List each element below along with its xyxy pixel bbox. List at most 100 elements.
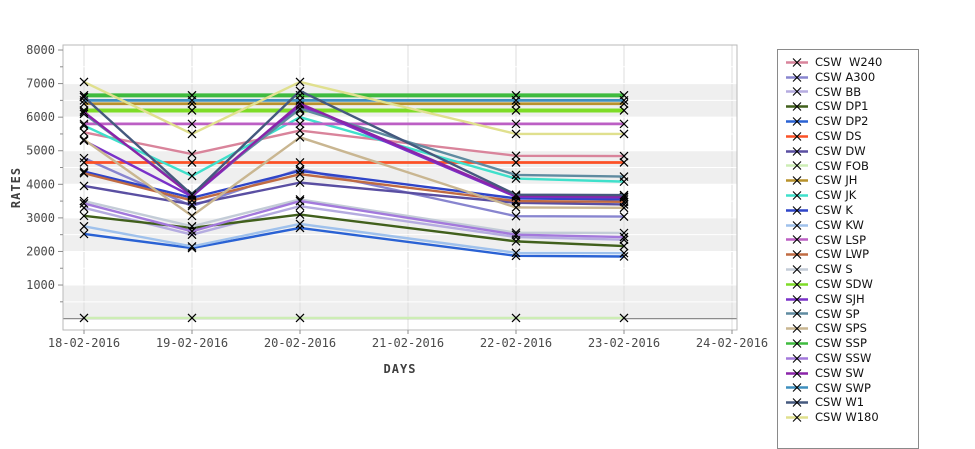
legend-item-csw-w180: CSW W180 <box>778 410 918 425</box>
data-point-x-marker <box>79 313 89 323</box>
legend-label: CSW JK <box>815 188 857 203</box>
legend-label: CSW BB <box>815 84 862 99</box>
data-point-x-marker <box>295 132 305 142</box>
data-point-x-marker <box>79 158 89 167</box>
legend-item-csw-sp: CSW SP <box>778 307 918 322</box>
data-point-x-marker <box>187 241 197 251</box>
data-point-x-marker <box>187 211 197 221</box>
legend-item-csw-dp2: CSW DP2 <box>778 114 918 129</box>
data-point-x-marker <box>79 106 89 115</box>
data-point-x-marker <box>79 107 89 117</box>
data-point-x-marker <box>79 168 89 178</box>
legend-swatch-line <box>786 176 808 186</box>
x-tick-label: 22-02-2016 <box>480 336 552 350</box>
data-point-x-marker <box>619 158 629 167</box>
data-point-x-marker <box>619 235 629 245</box>
data-point-x-marker <box>619 192 629 202</box>
data-point-x-marker <box>79 135 89 145</box>
legend-item-csw-fob: CSW FOB <box>778 159 918 174</box>
data-point-x-marker <box>295 313 305 323</box>
legend-swatch-line <box>786 279 808 289</box>
data-point-x-marker <box>295 196 305 206</box>
legend-label: CSW DP2 <box>815 114 869 129</box>
data-point-x-marker <box>295 169 305 179</box>
x-tick-label: 18-02-2016 <box>48 336 120 350</box>
data-point-x-marker <box>79 196 89 206</box>
legend-label: CSW KW <box>815 217 864 232</box>
legend-label: CSW LSP <box>815 232 866 247</box>
data-point-x-marker <box>619 248 629 258</box>
x-tick-label: 23-02-2016 <box>588 336 660 350</box>
legend-swatch-line <box>786 102 808 112</box>
data-point-x-marker <box>619 106 629 115</box>
data-point-x-marker <box>79 199 89 208</box>
data-point-x-marker <box>79 77 89 87</box>
data-point-x-marker <box>511 95 521 105</box>
data-point-x-marker <box>295 166 305 176</box>
legend-item-csw-jh: CSW JH <box>778 173 918 188</box>
legend-label: CSW SSW <box>815 350 872 365</box>
legend-label: CSW JH <box>815 173 858 188</box>
data-point-x-marker <box>619 95 629 105</box>
legend-item-csw-w240: CSW W240 <box>778 55 918 70</box>
data-point-x-marker <box>619 119 629 129</box>
y-tick-label: 6000 <box>26 110 55 124</box>
legend-label: CSW DS <box>815 128 862 143</box>
legend-swatch-line <box>786 205 808 215</box>
legend-swatch-line <box>786 58 808 67</box>
data-point-x-marker <box>295 126 305 136</box>
legend-swatch-line <box>786 220 808 230</box>
data-point-x-marker <box>511 236 521 246</box>
legend-label: CSW DP1 <box>815 99 869 114</box>
legend-label: CSW W1 <box>815 395 865 410</box>
data-point-x-marker <box>79 153 89 163</box>
legend-item-csw-kw: CSW KW <box>778 218 918 233</box>
legend-swatch-line <box>786 324 808 334</box>
data-point-x-marker <box>619 172 629 182</box>
legend-label: CSW SP <box>815 306 860 321</box>
legend-swatch-line <box>786 250 808 260</box>
legend-label: CSW W240 <box>815 55 883 69</box>
legend-swatch-line <box>786 383 808 393</box>
data-point-x-marker <box>619 203 629 213</box>
data-point-x-marker <box>511 129 521 139</box>
legend-swatch-line <box>786 309 808 319</box>
legend-swatch-line <box>786 398 808 408</box>
legend-item-csw-bb: CSW BB <box>778 85 918 100</box>
data-point-x-marker <box>187 106 197 115</box>
data-point-x-marker <box>511 190 521 200</box>
x-tick-label: 19-02-2016 <box>156 336 228 350</box>
legend-item-csw-lwp: CSW LWP <box>778 247 918 262</box>
legend-item-csw-s: CSW S <box>778 262 918 277</box>
data-point-x-marker <box>619 252 629 261</box>
data-point-x-marker <box>511 313 521 323</box>
legend-label: CSW W180 <box>815 410 879 425</box>
legend-label: CSW SWP <box>815 380 871 395</box>
legend-item-csw-ssw: CSW SSW <box>778 351 918 366</box>
plot-area: 1000 2000 3000 4000 5000 6000 7000 8000 18-02-20… <box>9 43 768 376</box>
legend-item-csw-lsp: CSW LSP <box>778 233 918 248</box>
data-point-x-marker <box>79 119 89 129</box>
legend-swatch-line <box>786 368 808 378</box>
legend-item-csw-sjh: CSW SJH <box>778 292 918 307</box>
legend-item-csw-jk: CSW JK <box>778 188 918 203</box>
legend-swatch-line <box>786 191 808 200</box>
x-axis-title: DAYS <box>384 362 417 376</box>
data-point-x-marker <box>79 211 89 221</box>
legend-label: CSW K <box>815 202 853 217</box>
data-point-x-marker <box>619 313 629 323</box>
y-tick-label: 8000 <box>26 43 55 57</box>
data-point-x-marker <box>511 248 521 258</box>
data-point-x-marker <box>187 129 197 139</box>
data-point-x-marker <box>79 181 89 191</box>
legend: CSW W240 CSW A300 CSW BB CSW DP1 CSW DP2 CSW … <box>777 49 919 449</box>
data-point-x-marker <box>79 221 89 231</box>
legend-swatch-line <box>786 131 808 141</box>
legend-label: CSW S <box>815 262 853 277</box>
legend-swatch-line <box>786 87 808 97</box>
legend-label: CSW SSP <box>815 336 867 351</box>
data-point-x-marker <box>511 106 521 115</box>
legend-item-csw-ds: CSW DS <box>778 129 918 144</box>
x-tick-label: 21-02-2016 <box>372 336 444 350</box>
legend-swatch-line <box>786 294 808 304</box>
